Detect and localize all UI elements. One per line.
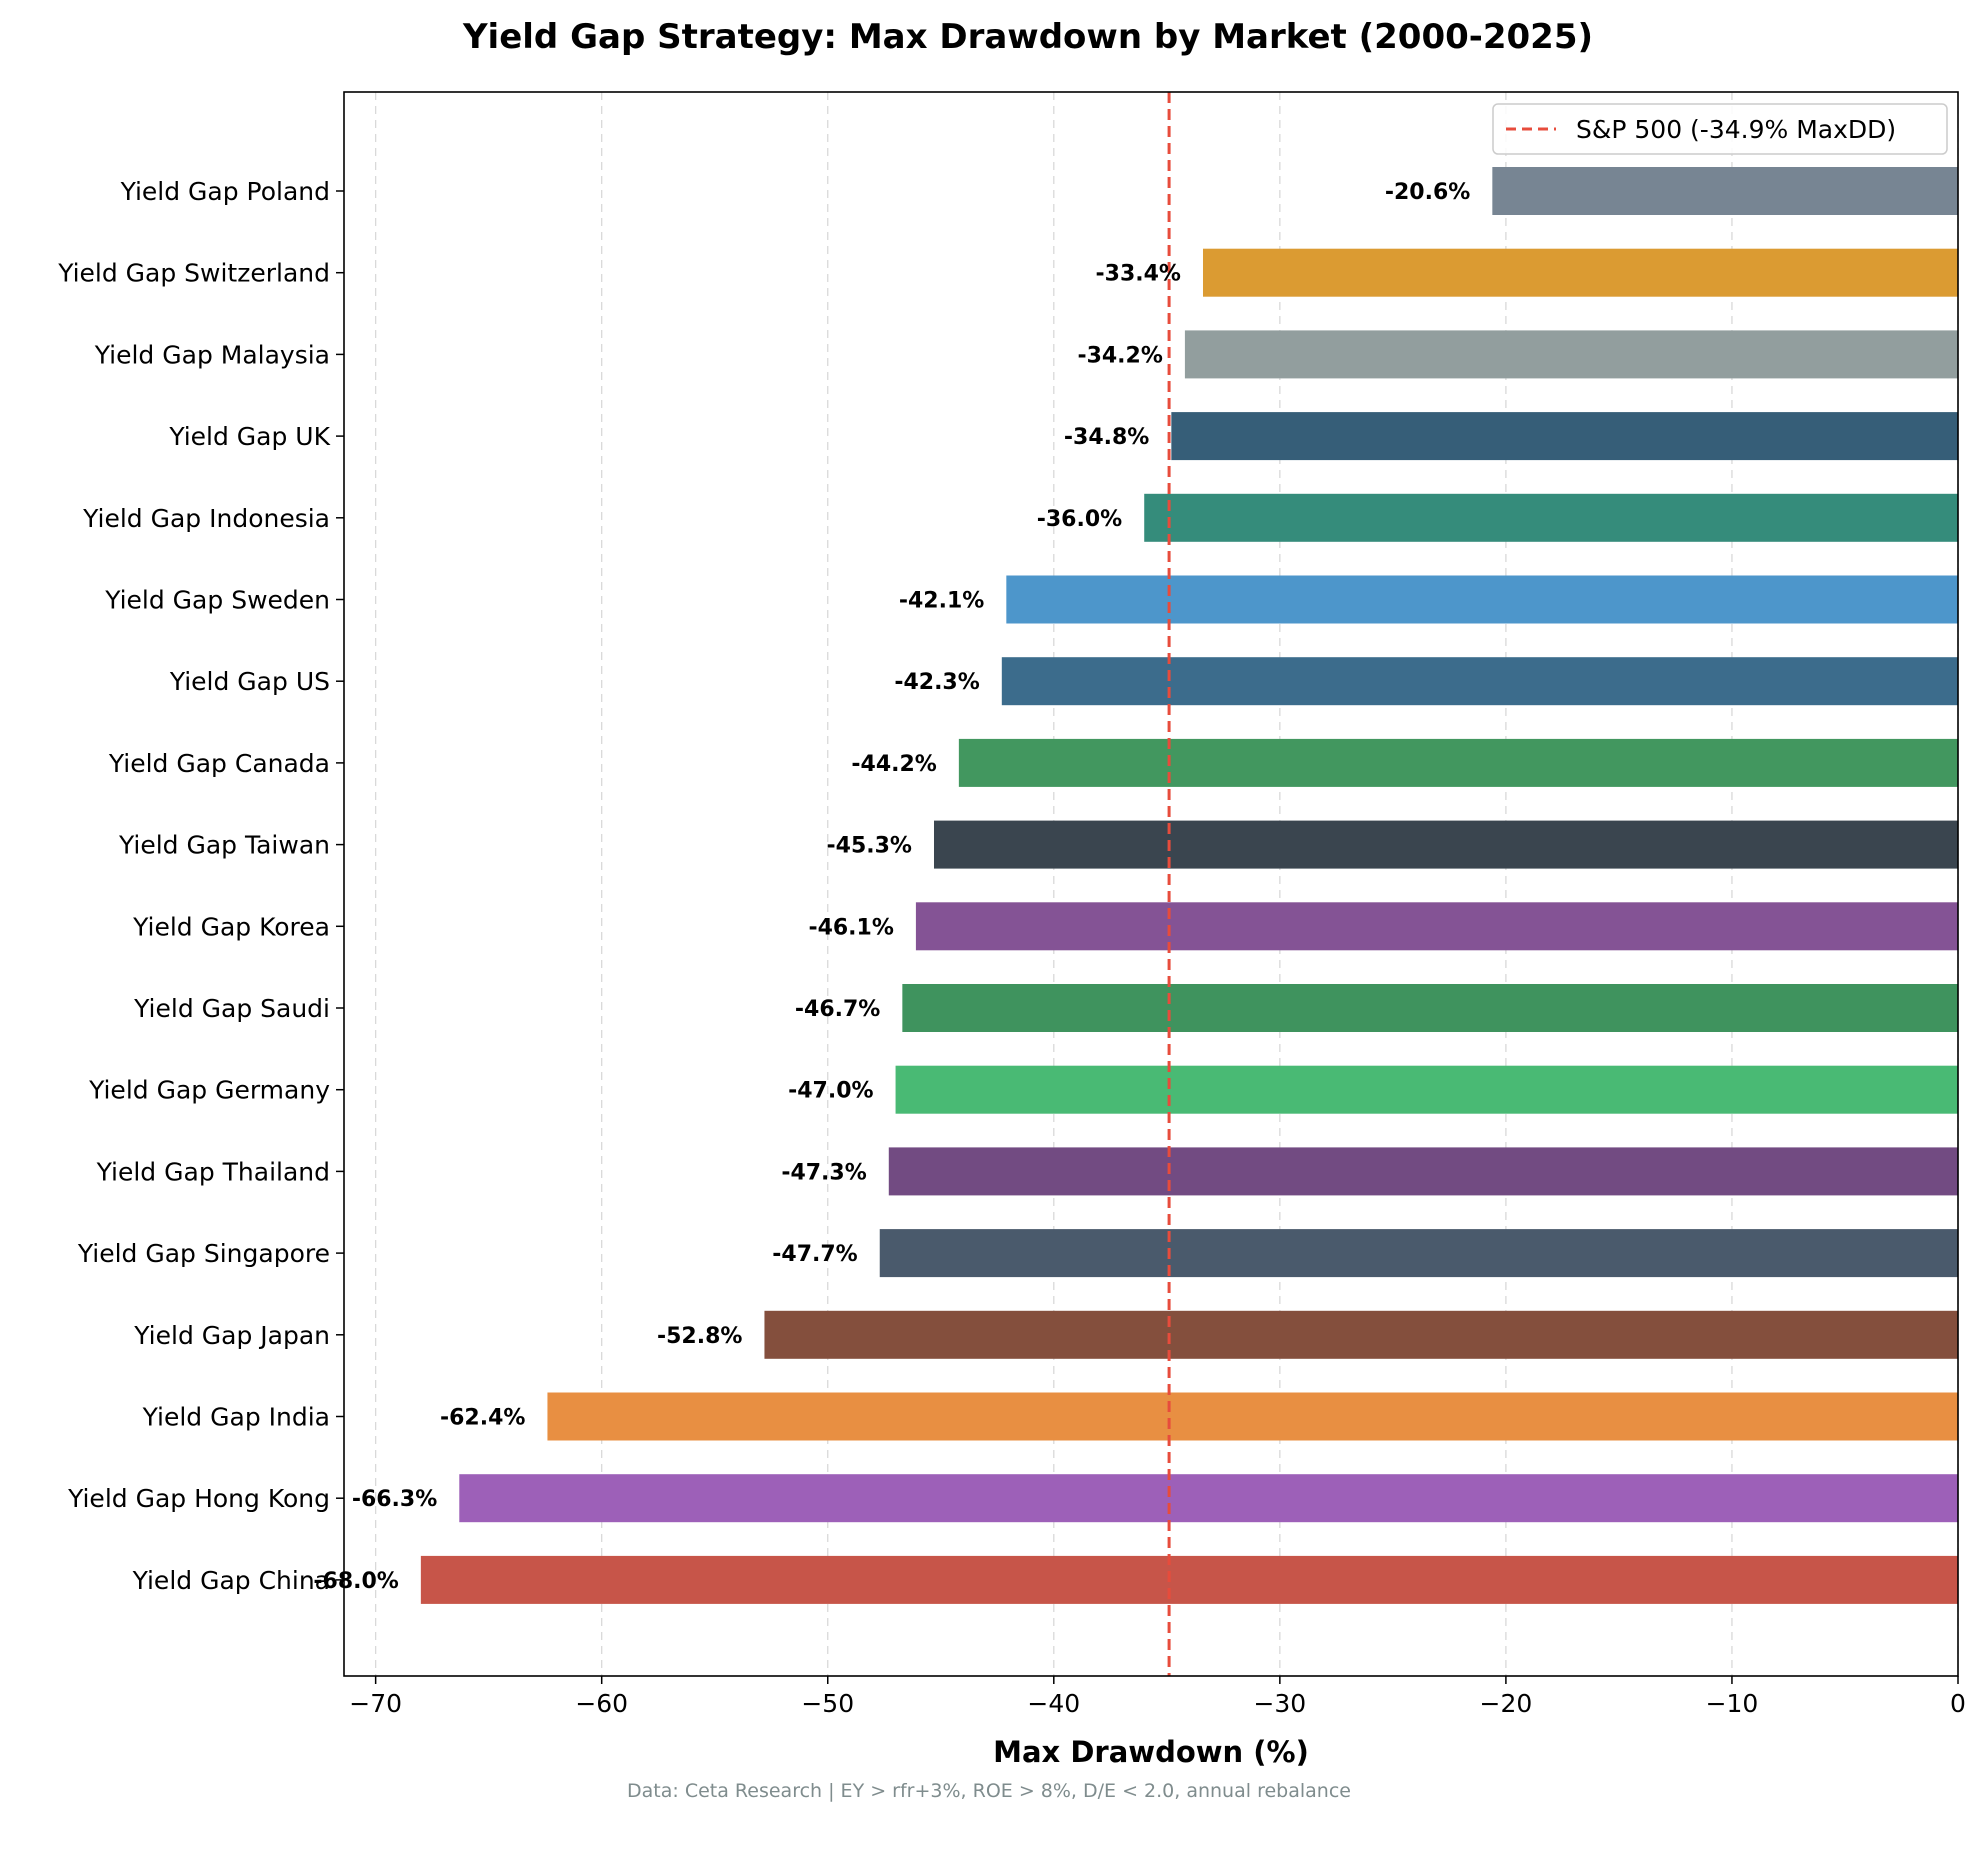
category-label: Yield Gap China xyxy=(132,1566,330,1595)
value-label: -47.0% xyxy=(788,1079,873,1104)
x-tick-label: −10 xyxy=(1706,1689,1759,1718)
value-label: -47.7% xyxy=(772,1242,857,1267)
category-label: Yield Gap Indonesia xyxy=(82,504,330,533)
bar xyxy=(1492,167,1958,215)
bar xyxy=(459,1474,1959,1523)
value-label: -46.7% xyxy=(795,997,880,1022)
bar xyxy=(1171,412,1958,461)
category-label: Yield Gap Switzerland xyxy=(57,259,330,288)
legend: S&P 500 (-34.9% MaxDD) xyxy=(1492,103,1948,155)
bar xyxy=(895,1065,1959,1114)
value-label: -47.3% xyxy=(781,1160,866,1185)
value-label: -62.4% xyxy=(440,1406,525,1431)
bar xyxy=(879,1229,1958,1278)
x-tick-label: −20 xyxy=(1480,1689,1533,1718)
bars-group xyxy=(420,167,1959,1604)
y-axis: Yield Gap Poland Yield Gap Switzerland Yie… xyxy=(57,177,344,1595)
value-label: -20.6% xyxy=(1385,180,1470,205)
bar xyxy=(888,1147,1958,1196)
x-axis: −70 −60 −50 −40 −30 −20 −10 0 xyxy=(349,1676,1966,1718)
chart-title: Yield Gap Strategy: Max Drawdown by Mark… xyxy=(462,17,1593,57)
value-label: -44.2% xyxy=(851,752,936,777)
x-tick-label: −40 xyxy=(1027,1689,1080,1718)
category-label: Yield Gap US xyxy=(169,667,330,696)
category-label: Yield Gap Hong Kong xyxy=(67,1484,330,1513)
value-label: -36.0% xyxy=(1037,507,1122,532)
bar xyxy=(915,902,1958,951)
footnote: Data: Ceta Research | EY > rfr+3%, ROE >… xyxy=(627,1780,1351,1802)
value-label: -66.3% xyxy=(352,1487,437,1512)
value-label: -42.1% xyxy=(899,589,984,614)
value-labels-group: -20.6% -33.4% -34.2% -34.8% -36.0% -42.1% -42.… xyxy=(313,180,1470,1594)
legend-box xyxy=(1492,103,1948,155)
category-label: Yield Gap Poland xyxy=(120,177,330,206)
value-label: -34.2% xyxy=(1077,343,1162,368)
category-label: Yield Gap Saudi xyxy=(133,994,330,1023)
category-label: Yield Gap Japan xyxy=(133,1321,330,1350)
category-label: Yield Gap Canada xyxy=(108,749,330,778)
value-label: -46.1% xyxy=(808,915,893,940)
category-label: Yield Gap UK xyxy=(168,422,330,451)
x-axis-label: Max Drawdown (%) xyxy=(993,1735,1309,1769)
bar xyxy=(420,1555,1958,1604)
value-label: -68.0% xyxy=(313,1569,398,1594)
bar xyxy=(1006,575,1958,624)
category-label: Yield Gap Malaysia xyxy=(94,340,330,369)
x-tick-label: −30 xyxy=(1253,1689,1306,1718)
bar xyxy=(1184,330,1958,379)
value-label: -34.8% xyxy=(1064,425,1149,450)
category-label: Yield Gap Sweden xyxy=(104,586,330,615)
category-label: Yield Gap India xyxy=(142,1403,330,1432)
x-tick-label: −60 xyxy=(575,1689,628,1718)
bar xyxy=(547,1392,1959,1441)
x-tick-label: −70 xyxy=(349,1689,402,1718)
legend-reference-label: S&P 500 (-34.9% MaxDD) xyxy=(1576,115,1896,144)
bar xyxy=(958,738,1958,787)
plot-frame xyxy=(343,91,1959,1677)
bar xyxy=(1202,248,1958,297)
category-label: Yield Gap Germany xyxy=(88,1076,330,1105)
category-label: Yield Gap Singapore xyxy=(77,1239,330,1268)
x-tick-label: 0 xyxy=(1950,1689,1966,1718)
category-label: Yield Gap Thailand xyxy=(96,1157,330,1186)
bar xyxy=(1144,493,1958,542)
x-tick-label: −50 xyxy=(801,1689,854,1718)
category-label: Yield Gap Korea xyxy=(132,912,330,941)
value-label: -42.3% xyxy=(894,670,979,695)
value-label: -52.8% xyxy=(657,1324,742,1349)
bar xyxy=(933,820,1958,869)
category-label: Yield Gap Taiwan xyxy=(118,831,330,860)
value-label: -45.3% xyxy=(827,834,912,859)
bar xyxy=(764,1310,1958,1359)
bar xyxy=(902,984,1959,1032)
bar xyxy=(1001,657,1958,706)
value-label: -33.4% xyxy=(1096,262,1181,287)
